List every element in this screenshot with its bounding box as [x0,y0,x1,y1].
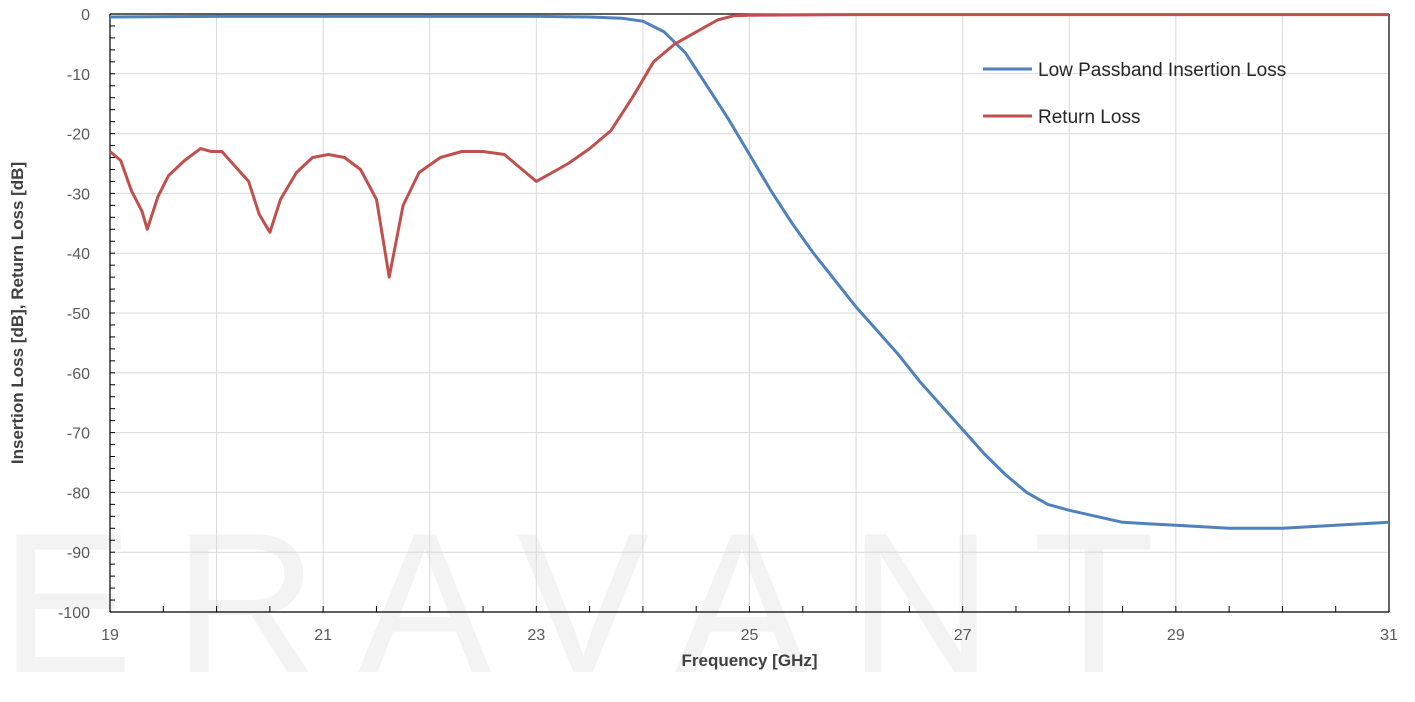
y-tick-label: -20 [67,127,90,144]
y-tick-label: -80 [67,485,90,502]
axes: 19 21 23 25 27 29 31 0 -10 -20 -30 -40 -50 -60 -70 -80 -… [58,7,1398,644]
x-tick-label: 23 [527,627,545,644]
y-tick-label: -10 [67,67,90,84]
y-tick-label: -100 [58,605,90,622]
x-tick-label: 31 [1380,627,1398,644]
x-tick-label: 25 [741,627,759,644]
x-tick-label: 21 [314,627,332,644]
x-axis-title: Frequency [GHz] [681,651,817,670]
legend: Low Passband Insertion Loss Return Loss [983,60,1286,128]
y-tick-label: 0 [81,7,90,24]
grid [110,14,1389,612]
legend-entry: Low Passband Insertion Loss [1038,60,1286,81]
y-tick-label: -40 [67,246,90,263]
series-group [109,13,1390,530]
y-tick-label: -50 [67,306,90,323]
y-tick-label: -60 [67,366,90,383]
watermark: ERAVANT [0,492,1195,702]
y-axis-title: Insertion Loss [dB], Return Loss [dB] [8,162,27,464]
x-tick-label: 27 [954,627,972,644]
y-tick-label: -90 [67,545,90,562]
legend-entry: Return Loss [1038,107,1140,128]
y-tick-label: -70 [67,426,90,443]
series-line-1 [109,13,1389,279]
x-tick-label: 29 [1167,627,1185,644]
series-line-0 [109,14,1390,530]
y-tick-label: -30 [67,186,90,203]
x-tick-label: 19 [101,627,119,644]
